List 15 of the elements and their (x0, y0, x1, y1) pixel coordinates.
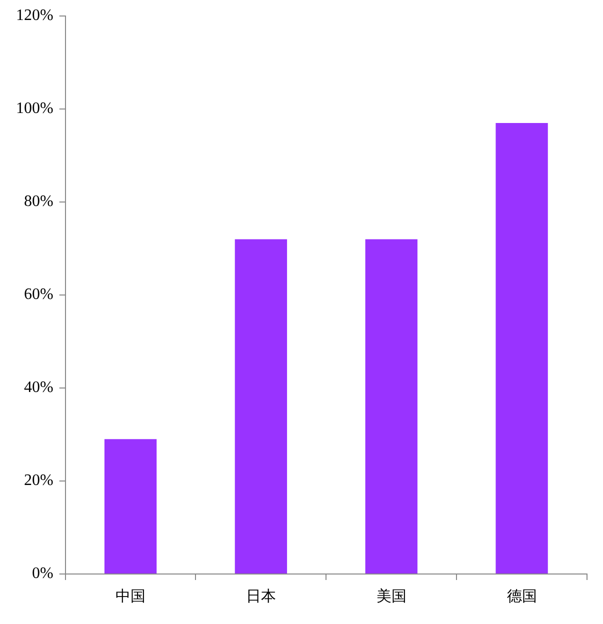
x-tick-label: 中国 (116, 586, 146, 605)
y-tick-label: 0% (32, 565, 54, 582)
y-tick-label: 20% (24, 472, 54, 490)
y-tick-label: 80% (24, 193, 54, 210)
y-tick-label: 60% (24, 286, 54, 304)
y-tick-label: 40% (24, 379, 54, 396)
y-tick-label: 120% (16, 7, 54, 24)
bar (365, 239, 418, 574)
bar (496, 122, 548, 574)
x-tick-label: 美国 (376, 586, 406, 605)
bar (234, 239, 288, 574)
bar (104, 439, 157, 574)
x-tick-label: 德国 (506, 586, 537, 605)
y-tick-label: 100% (16, 100, 54, 118)
x-tick-label: 日本 (246, 586, 276, 605)
